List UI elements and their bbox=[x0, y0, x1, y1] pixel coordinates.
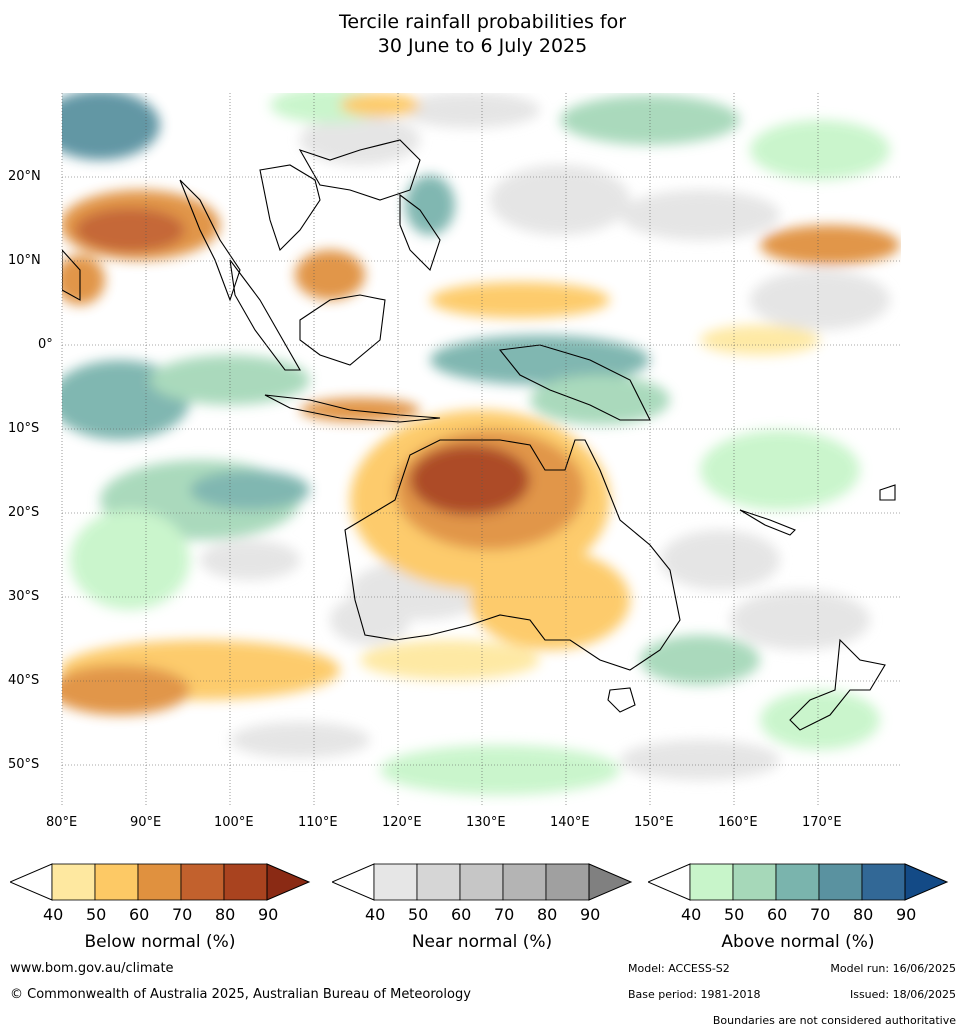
colorbar-segment bbox=[861, 863, 906, 901]
colorbar-segment bbox=[818, 863, 863, 901]
colorbar-tick-label: 90 bbox=[896, 905, 917, 924]
footer-base-period: Base period: 1981-2018 bbox=[628, 988, 761, 1001]
footer-issued: Issued: 18/06/2025 bbox=[849, 988, 956, 1001]
coastlines bbox=[62, 139, 896, 731]
colorbar-tick-label: 90 bbox=[580, 905, 601, 924]
longitude-label: 150°E bbox=[634, 815, 674, 830]
longitude-label: 130°E bbox=[466, 815, 506, 830]
colorbar-tick-label: 40 bbox=[365, 905, 386, 924]
colorbar-low-arrow bbox=[332, 863, 375, 901]
title-line-1: Tercile rainfall probabilities for bbox=[338, 11, 627, 33]
colorbar-tick-label: 70 bbox=[494, 905, 515, 924]
legend-caption: Above normal (%) bbox=[721, 932, 875, 952]
colorbar-tick-label: 50 bbox=[724, 905, 745, 924]
latitude-label: 30°S bbox=[8, 589, 40, 604]
longitude-label: 120°E bbox=[382, 815, 422, 830]
colorbar-segment bbox=[689, 863, 734, 901]
colorbar-low-arrow bbox=[10, 863, 53, 901]
colorbar-high-arrow bbox=[588, 863, 633, 901]
colorbar-tick-label: 40 bbox=[681, 905, 702, 924]
legend-caption: Near normal (%) bbox=[411, 932, 553, 952]
colorbar-1 bbox=[10, 863, 311, 901]
colorbar-tick-label: 50 bbox=[86, 905, 107, 924]
colorbar-segment bbox=[94, 863, 139, 901]
longitude-label: 80°E bbox=[46, 815, 78, 830]
longitude-label: 170°E bbox=[802, 815, 842, 830]
title-line-2: 30 June to 6 July 2025 bbox=[377, 35, 588, 57]
colorbar-segment bbox=[545, 863, 590, 901]
colorbar-tick-label: 60 bbox=[451, 905, 472, 924]
colorbar-tick-label: 80 bbox=[853, 905, 874, 924]
colorbar-segment bbox=[502, 863, 547, 901]
chart-title: Tercile rainfall probabilities for 30 Ju… bbox=[0, 10, 965, 58]
footer-copyright: © Commonwealth of Australia 2025, Austra… bbox=[10, 987, 471, 1002]
longitude-label: 160°E bbox=[718, 815, 758, 830]
colorbar-high-arrow bbox=[904, 863, 949, 901]
latitude-label: 10°N bbox=[8, 253, 41, 268]
latitude-label: 50°S bbox=[8, 757, 40, 772]
latitude-label: 20°S bbox=[8, 505, 40, 520]
colorbar-tick-label: 70 bbox=[810, 905, 831, 924]
longitude-label: 100°E bbox=[214, 815, 254, 830]
colorbar-low-arrow bbox=[648, 863, 691, 901]
legend-caption: Below normal (%) bbox=[84, 932, 236, 952]
colorbar-segment bbox=[416, 863, 461, 901]
colorbar-tick-label: 90 bbox=[258, 905, 279, 924]
colorbar-tick-label: 80 bbox=[537, 905, 558, 924]
colorbar-3 bbox=[648, 863, 949, 901]
colorbar-segment bbox=[51, 863, 96, 901]
longitude-label: 110°E bbox=[298, 815, 338, 830]
colorbar-tick-label: 60 bbox=[129, 905, 150, 924]
colorbar-tick-label: 40 bbox=[43, 905, 64, 924]
colorbar-segment bbox=[180, 863, 225, 901]
latitude-label: 0° bbox=[38, 337, 53, 352]
latitude-label: 20°N bbox=[8, 169, 41, 184]
colorbar-segment bbox=[732, 863, 777, 901]
graticule bbox=[61, 93, 901, 806]
footer-model-run: Model run: 16/06/2025 bbox=[830, 962, 956, 975]
colorbar-tick-label: 80 bbox=[215, 905, 236, 924]
colorbar-tick-label: 60 bbox=[767, 905, 788, 924]
footer-model: Model: ACCESS-S2 bbox=[628, 962, 730, 975]
colorbar-tick-label: 50 bbox=[408, 905, 429, 924]
colorbar-tick-label: 70 bbox=[172, 905, 193, 924]
longitude-label: 140°E bbox=[550, 815, 590, 830]
colorbar-segment bbox=[775, 863, 820, 901]
colorbar-segment bbox=[459, 863, 504, 901]
colorbar-high-arrow bbox=[266, 863, 311, 901]
footer-disclaimer: Boundaries are not considered authoritat… bbox=[712, 1014, 956, 1027]
longitude-label: 90°E bbox=[130, 815, 162, 830]
latitude-label: 40°S bbox=[8, 673, 40, 688]
colorbar-segment bbox=[223, 863, 268, 901]
map-field bbox=[62, 93, 901, 806]
footer-website: www.bom.gov.au/climate bbox=[10, 961, 174, 976]
latitude-label: 10°S bbox=[8, 421, 40, 436]
colorbar-2 bbox=[332, 863, 633, 901]
colorbar-segment bbox=[373, 863, 418, 901]
colorbar-segment bbox=[137, 863, 182, 901]
